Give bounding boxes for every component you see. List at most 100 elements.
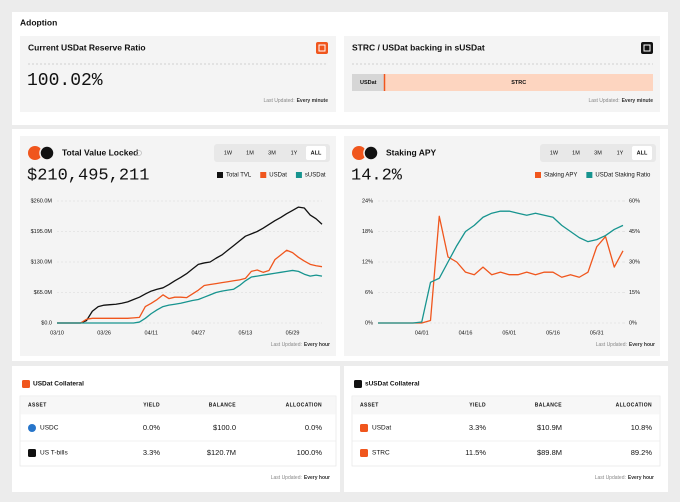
table-cell: US T-bills [40, 450, 68, 457]
updated-value: Every minute [622, 98, 654, 104]
tab[interactable]: ALL [637, 150, 648, 156]
card [344, 136, 660, 356]
tab[interactable]: 1M [246, 150, 254, 156]
y2-tick-label: 30% [629, 259, 640, 265]
asset-icon [28, 449, 36, 457]
series-line [57, 206, 323, 324]
updated-value: Every hour [629, 342, 655, 348]
updated: Last Updated: Every hour [271, 475, 330, 481]
asset-icon [360, 449, 368, 457]
info-icon[interactable] [136, 150, 142, 156]
x-tick-label: 05/16 [546, 330, 560, 336]
updated: Last Updated: Every minute [588, 98, 653, 104]
backing-segment [384, 74, 653, 91]
current-value: $210,495,211 [27, 166, 149, 185]
section-title: Adoption [20, 17, 57, 27]
updated: Last Updated: Every minute [263, 98, 328, 104]
table-title: sUSDat Collateral [365, 381, 420, 388]
x-tick-label: 04/01 [415, 330, 429, 336]
table-cell: 10.8% [631, 423, 653, 432]
updated-value: Every minute [297, 98, 329, 104]
card-title: STRC / USDat backing in sUSDat [352, 42, 485, 52]
x-tick-label: 04/27 [191, 330, 205, 336]
table-title: USDat Collateral [33, 381, 84, 388]
icon [352, 146, 366, 160]
tab-bar [214, 144, 330, 162]
legend-label: USDat Staking Ratio [595, 173, 651, 179]
column-header: YIELD [143, 402, 160, 408]
series-line [57, 249, 323, 324]
y2-tick-label: 45% [629, 229, 640, 235]
tab[interactable]: 1Y [291, 150, 298, 156]
icon [318, 44, 326, 52]
column-header: BALANCE [209, 402, 237, 408]
table-cell: 11.5% [465, 448, 486, 457]
chart-title: Total Value Locked [62, 147, 138, 157]
table-cell: 3.3% [469, 423, 486, 432]
x-tick-label: 05/31 [590, 330, 604, 336]
x-tick-label: 05/29 [286, 330, 300, 336]
y-tick-label: $260.0M [31, 198, 53, 204]
table-cell: $100.0 [213, 423, 236, 432]
tab[interactable]: 3M [594, 150, 602, 156]
updated-label: Last Updated: [596, 342, 627, 348]
tab-active[interactable] [632, 146, 652, 160]
tab[interactable]: 1Y [617, 150, 624, 156]
legend-swatch [260, 172, 267, 178]
table-cell: 0.0% [305, 423, 322, 432]
x-tick-label: 03/26 [97, 330, 111, 336]
table-cell: USDC [40, 425, 59, 432]
tab[interactable]: 3M [268, 150, 276, 156]
reserve-value: 100.02% [27, 71, 103, 91]
tab-active[interactable] [306, 146, 326, 160]
updated-value: Every hour [628, 475, 654, 481]
legend-label: Staking APY [544, 173, 577, 179]
series-line [378, 215, 624, 324]
table-header [20, 396, 336, 415]
y-tick-label: $65.0M [34, 290, 53, 296]
table-cell: $120.7M [207, 448, 236, 457]
legend-swatch [295, 172, 302, 178]
tab[interactable]: 1W [224, 150, 233, 156]
updated-label: Last Updated: [263, 98, 294, 104]
updated-value: Every hour [304, 342, 330, 348]
tab[interactable]: ALL [311, 150, 322, 156]
updated: Last Updated: Every hour [596, 342, 655, 348]
column-header: ASSET [28, 402, 47, 408]
tab[interactable]: 1W [550, 150, 559, 156]
current-value: 14.2% [351, 166, 403, 185]
legend-label: Total TVL [226, 173, 252, 179]
updated-value: Every hour [304, 475, 330, 481]
column-header: BALANCE [535, 402, 563, 408]
icon [316, 42, 328, 54]
updated-label: Last Updated: [271, 475, 302, 481]
y-tick-label: $0.0 [41, 320, 52, 326]
y-tick-label: 18% [362, 229, 373, 235]
legend-swatch [586, 172, 593, 178]
icon [39, 145, 55, 161]
table-header [352, 396, 660, 415]
legend-swatch [535, 172, 541, 178]
card [20, 136, 336, 356]
table-cell: STRC [372, 450, 390, 457]
updated-label: Last Updated: [588, 98, 619, 104]
x-tick-label: 05/13 [239, 330, 253, 336]
updated-label: Last Updated: [595, 475, 626, 481]
chart-title: Staking APY [386, 147, 437, 157]
y2-tick-label: 15% [629, 290, 640, 296]
x-tick-label: 03/10 [50, 330, 64, 336]
card-title: Current USDat Reserve Ratio [28, 42, 146, 52]
table-cell: 100.0% [297, 448, 323, 457]
series-line [378, 210, 624, 324]
icon [28, 146, 42, 160]
table-cell: 0.0% [143, 423, 160, 432]
column-header: ASSET [360, 402, 379, 408]
icon [354, 380, 362, 388]
tab[interactable]: 1M [572, 150, 580, 156]
icon [363, 145, 379, 161]
y-tick-label: $195.0M [31, 229, 53, 235]
legend-swatch [217, 172, 223, 178]
updated: Last Updated: Every hour [595, 475, 654, 481]
tab-bar [540, 144, 656, 162]
